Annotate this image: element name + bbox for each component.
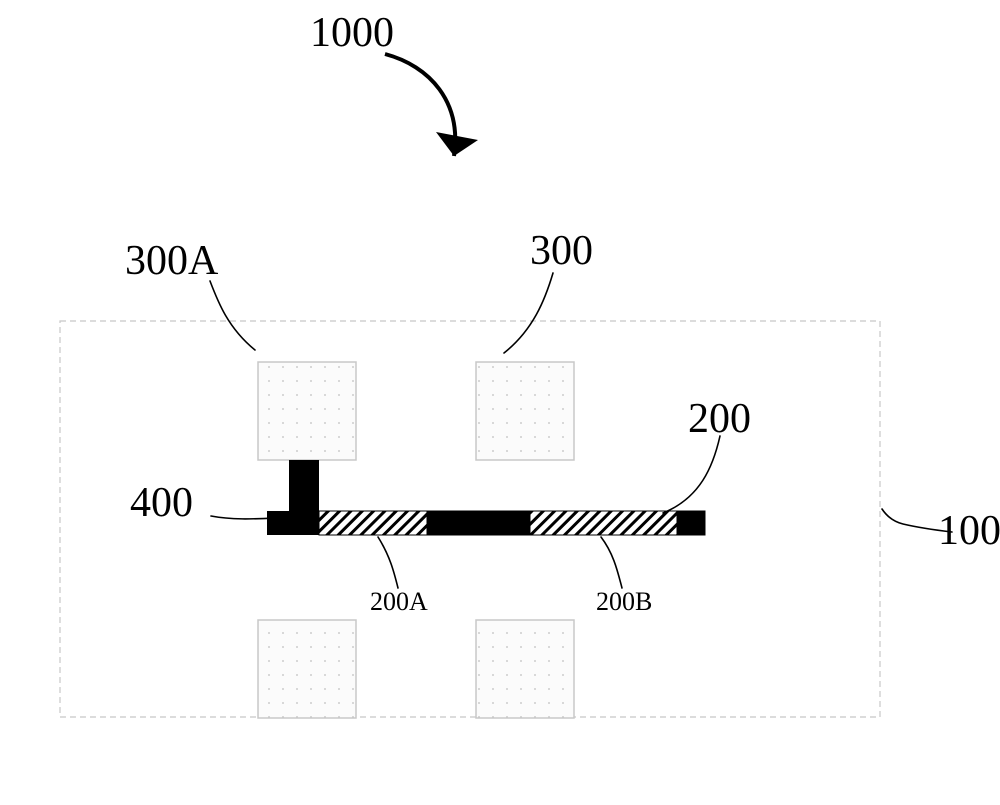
- leader-200B: [601, 537, 622, 588]
- label-200A: 200A: [370, 587, 428, 616]
- pad-BR: [476, 620, 574, 718]
- label-400: 400: [130, 480, 193, 526]
- leader-200A: [378, 537, 398, 588]
- segment-3: [677, 511, 705, 535]
- pads-group: [258, 362, 574, 718]
- pad-BL: [258, 620, 356, 718]
- l-stem: [289, 460, 319, 511]
- diagram-canvas: 1000 300A 300 400 200 200A 200B 100: [0, 0, 1000, 805]
- label-100: 100: [938, 508, 1000, 554]
- label-200B: 200B: [596, 587, 652, 616]
- leader-300: [504, 273, 553, 353]
- segment-1: [427, 511, 530, 535]
- leader-300A: [210, 281, 255, 350]
- pad-300A: [258, 362, 356, 460]
- bar-segments: [319, 511, 705, 535]
- metal-400: [267, 460, 319, 535]
- leader-400: [211, 516, 275, 519]
- leader-200: [663, 436, 720, 513]
- label-300: 300: [530, 228, 593, 274]
- label-200: 200: [688, 396, 751, 442]
- pad-300: [476, 362, 574, 460]
- label-300A: 300A: [125, 238, 219, 284]
- arrow-1000: [385, 54, 478, 156]
- label-1000: 1000: [310, 10, 394, 56]
- segment-200A: [319, 511, 427, 535]
- l-foot: [267, 511, 319, 535]
- segment-200B: [530, 511, 677, 535]
